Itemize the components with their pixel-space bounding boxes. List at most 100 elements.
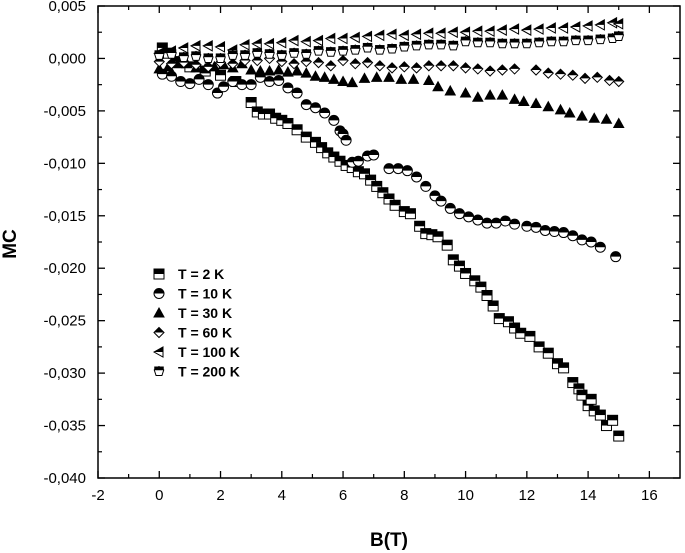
data-point bbox=[444, 202, 456, 214]
data-point bbox=[288, 47, 300, 58]
data-point bbox=[530, 221, 542, 233]
data-point bbox=[591, 71, 604, 84]
data-point bbox=[435, 195, 447, 207]
data-point bbox=[263, 65, 276, 76]
data-point bbox=[395, 73, 408, 84]
data-point bbox=[300, 55, 313, 68]
data-point bbox=[582, 34, 594, 46]
data-point bbox=[309, 102, 321, 114]
data-point bbox=[542, 100, 555, 112]
data-point bbox=[475, 281, 487, 293]
data-point bbox=[453, 208, 465, 220]
data-point bbox=[533, 23, 544, 35]
data-point bbox=[153, 49, 165, 60]
data-point bbox=[487, 300, 499, 312]
data-point bbox=[202, 79, 214, 91]
data-point bbox=[459, 62, 472, 74]
data-point bbox=[282, 66, 294, 77]
data-point bbox=[594, 241, 606, 253]
axis-ticks bbox=[97, 5, 680, 479]
data-point bbox=[291, 65, 303, 76]
data-point bbox=[542, 347, 554, 359]
data-point bbox=[346, 76, 359, 88]
legend-label: T = 60 K bbox=[178, 325, 232, 341]
data-point bbox=[313, 45, 324, 56]
data-point bbox=[166, 48, 177, 59]
data-point bbox=[509, 218, 521, 230]
data-point bbox=[459, 87, 472, 98]
data-point bbox=[273, 74, 285, 86]
series-triangle-left bbox=[153, 16, 624, 60]
data-point bbox=[245, 96, 257, 108]
data-point bbox=[361, 30, 373, 43]
data-point bbox=[570, 34, 582, 46]
data-point bbox=[508, 93, 521, 104]
legend-box bbox=[145, 262, 277, 390]
data-point bbox=[606, 16, 618, 29]
data-point bbox=[610, 251, 622, 263]
data-point bbox=[215, 52, 226, 63]
data-point bbox=[300, 35, 311, 48]
data-point bbox=[435, 39, 447, 50]
legend-marker bbox=[153, 288, 165, 299]
x-tick-label: 6 bbox=[339, 487, 347, 504]
x-tick-label: 2 bbox=[216, 487, 224, 504]
data-point bbox=[328, 73, 340, 84]
data-point bbox=[613, 75, 625, 88]
data-point bbox=[245, 63, 258, 75]
data-point bbox=[371, 180, 383, 192]
data-point bbox=[509, 38, 520, 49]
data-point bbox=[275, 36, 287, 49]
data-point bbox=[472, 63, 484, 75]
data-point bbox=[612, 117, 625, 128]
data-point bbox=[340, 134, 352, 146]
series-triangle-up bbox=[153, 57, 625, 128]
data-point bbox=[300, 131, 312, 143]
x-tick-label: 12 bbox=[518, 487, 535, 504]
data-point bbox=[251, 54, 263, 67]
data-point bbox=[215, 69, 227, 81]
data-point bbox=[291, 124, 303, 136]
data-point bbox=[178, 51, 190, 62]
data-point bbox=[613, 30, 625, 41]
data-point bbox=[236, 79, 248, 91]
legend: T = 2 K T = 10 K T = 30 K T = 60 K T = 100 K… bbox=[145, 262, 277, 390]
data-point bbox=[603, 74, 616, 87]
data-point bbox=[546, 36, 557, 47]
data-point bbox=[422, 74, 435, 85]
data-point bbox=[386, 62, 398, 74]
data-point bbox=[291, 87, 303, 99]
data-point bbox=[328, 114, 340, 126]
data-point bbox=[496, 24, 507, 36]
data-point bbox=[407, 73, 420, 84]
data-point bbox=[548, 226, 560, 238]
y-tick-label: -0,025 bbox=[43, 313, 86, 330]
x-tick-label: 10 bbox=[457, 487, 474, 504]
data-point bbox=[463, 211, 475, 223]
data-point bbox=[374, 60, 386, 72]
legend-label: T = 200 K bbox=[178, 364, 240, 380]
data-point bbox=[264, 76, 276, 88]
y-tick-label: -0,005 bbox=[43, 103, 86, 120]
data-point bbox=[324, 32, 336, 45]
data-point bbox=[365, 174, 377, 186]
data-point bbox=[539, 224, 551, 236]
data-point bbox=[193, 73, 205, 85]
data-point bbox=[282, 117, 294, 129]
data-point bbox=[404, 208, 416, 220]
data-point bbox=[325, 60, 337, 72]
data-point bbox=[411, 171, 423, 183]
data-point bbox=[153, 62, 166, 74]
data-point bbox=[410, 28, 422, 41]
data-point bbox=[441, 239, 453, 251]
data-point bbox=[189, 40, 201, 52]
data-point bbox=[300, 48, 312, 59]
data-point bbox=[251, 37, 262, 50]
legend-marker bbox=[153, 326, 165, 339]
series-pentagon bbox=[153, 30, 625, 63]
data-point bbox=[585, 236, 597, 248]
legend-marker bbox=[153, 306, 165, 318]
y-axis-title: MC bbox=[0, 229, 21, 259]
data-point bbox=[190, 59, 202, 71]
data-point bbox=[282, 82, 294, 94]
